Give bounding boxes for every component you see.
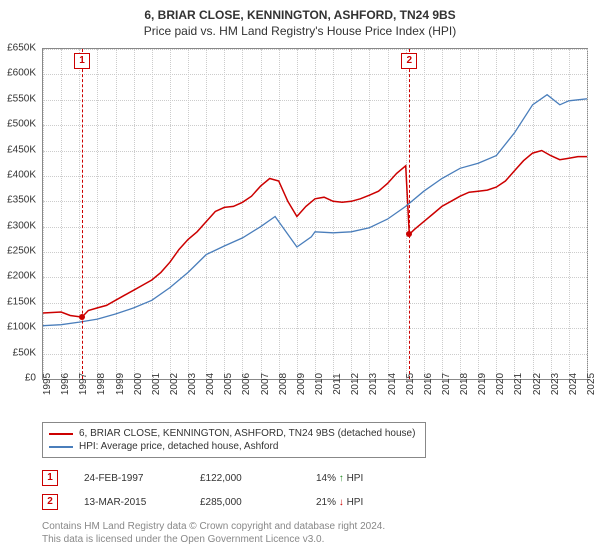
event-row: 1 24-FEB-1997 £122,000 14% ↑ HPI <box>42 466 582 490</box>
x-tick-label: 2001 <box>151 373 162 395</box>
event-delta: 21% ↓ HPI <box>316 497 406 508</box>
event-row: 2 13-MAR-2015 £285,000 21% ↓ HPI <box>42 490 582 514</box>
chart-container: 6, BRIAR CLOSE, KENNINGTON, ASHFORD, TN2… <box>0 0 600 560</box>
x-tick-label: 2020 <box>495 373 506 395</box>
y-tick-label: £200K <box>7 271 36 282</box>
y-tick-label: £50K <box>13 347 36 358</box>
event-marker-line <box>82 49 83 379</box>
x-tick-label: 2003 <box>187 373 198 395</box>
y-tick-label: £100K <box>7 322 36 333</box>
x-tick-label: 2012 <box>350 373 361 395</box>
legend-swatch <box>49 433 73 435</box>
x-tick-label: 2013 <box>368 373 379 395</box>
event-marker-label: 1 <box>74 53 90 69</box>
y-tick-label: £450K <box>7 144 36 155</box>
event-row-marker: 1 <box>42 470 58 486</box>
y-tick-label: £250K <box>7 246 36 257</box>
event-marker-label: 2 <box>401 53 417 69</box>
x-tick-label: 1995 <box>42 373 53 395</box>
y-tick-label: £600K <box>7 68 36 79</box>
y-axis-labels: £0£50K£100K£150K£200K£250K£300K£350K£400… <box>0 48 40 378</box>
y-tick-label: £300K <box>7 220 36 231</box>
legend-item: 6, BRIAR CLOSE, KENNINGTON, ASHFORD, TN2… <box>49 427 419 440</box>
footer-text: Contains HM Land Registry data © Crown c… <box>42 520 582 546</box>
y-tick-label: £350K <box>7 195 36 206</box>
event-marker-dot <box>79 314 85 320</box>
event-marker-line <box>409 49 410 379</box>
y-tick-label: £650K <box>7 43 36 54</box>
event-date: 24-FEB-1997 <box>84 473 174 484</box>
x-tick-label: 2002 <box>169 373 180 395</box>
x-tick-label: 1996 <box>60 373 71 395</box>
x-tick-label: 2009 <box>296 373 307 395</box>
legend-box: 6, BRIAR CLOSE, KENNINGTON, ASHFORD, TN2… <box>42 422 426 458</box>
x-tick-label: 2004 <box>205 373 216 395</box>
series-line <box>43 151 587 318</box>
x-tick-label: 2022 <box>532 373 543 395</box>
event-price: £285,000 <box>200 497 290 508</box>
event-marker-dot <box>406 231 412 237</box>
title-block: 6, BRIAR CLOSE, KENNINGTON, ASHFORD, TN2… <box>0 0 600 38</box>
y-tick-label: £400K <box>7 169 36 180</box>
x-tick-label: 2017 <box>441 373 452 395</box>
legend-swatch <box>49 446 73 448</box>
arrow-up-icon: ↑ <box>339 473 344 484</box>
legend-label: HPI: Average price, detached house, Ashf… <box>79 441 278 452</box>
y-tick-label: £0 <box>25 373 36 384</box>
event-price: £122,000 <box>200 473 290 484</box>
legend-label: 6, BRIAR CLOSE, KENNINGTON, ASHFORD, TN2… <box>79 428 415 439</box>
x-tick-label: 2014 <box>387 373 398 395</box>
footer-line2: This data is licensed under the Open Gov… <box>42 533 582 546</box>
y-tick-label: £150K <box>7 296 36 307</box>
x-tick-label: 2000 <box>133 373 144 395</box>
x-tick-label: 1997 <box>78 373 89 395</box>
title-subtitle: Price paid vs. HM Land Registry's House … <box>0 24 600 38</box>
x-axis-labels: 1995199619971998199920002001200220032004… <box>42 380 586 420</box>
legend-item: HPI: Average price, detached house, Ashf… <box>49 440 419 453</box>
x-tick-label: 2018 <box>459 373 470 395</box>
y-tick-label: £500K <box>7 119 36 130</box>
event-date: 13-MAR-2015 <box>84 497 174 508</box>
x-tick-label: 2019 <box>477 373 488 395</box>
plot-area: 12 <box>42 48 588 380</box>
title-address: 6, BRIAR CLOSE, KENNINGTON, ASHFORD, TN2… <box>0 8 600 22</box>
y-tick-label: £550K <box>7 93 36 104</box>
x-tick-label: 2021 <box>513 373 524 395</box>
x-tick-label: 2005 <box>223 373 234 395</box>
x-tick-label: 1998 <box>96 373 107 395</box>
x-tick-label: 2008 <box>278 373 289 395</box>
chart-svg <box>43 49 587 379</box>
event-row-marker: 2 <box>42 494 58 510</box>
arrow-down-icon: ↓ <box>339 497 344 508</box>
x-tick-label: 2025 <box>586 373 597 395</box>
x-tick-label: 2011 <box>332 373 343 395</box>
x-tick-label: 2010 <box>314 373 325 395</box>
x-tick-label: 2023 <box>550 373 561 395</box>
x-tick-label: 2024 <box>568 373 579 395</box>
x-tick-label: 1999 <box>115 373 126 395</box>
gridline-v <box>587 49 588 379</box>
series-line <box>43 95 587 326</box>
x-tick-label: 2016 <box>423 373 434 395</box>
event-delta: 14% ↑ HPI <box>316 473 406 484</box>
x-tick-label: 2015 <box>405 373 416 395</box>
x-tick-label: 2007 <box>260 373 271 395</box>
x-tick-label: 2006 <box>241 373 252 395</box>
event-table: 1 24-FEB-1997 £122,000 14% ↑ HPI 2 13-MAR-201… <box>42 466 582 514</box>
footer-line1: Contains HM Land Registry data © Crown c… <box>42 520 582 533</box>
